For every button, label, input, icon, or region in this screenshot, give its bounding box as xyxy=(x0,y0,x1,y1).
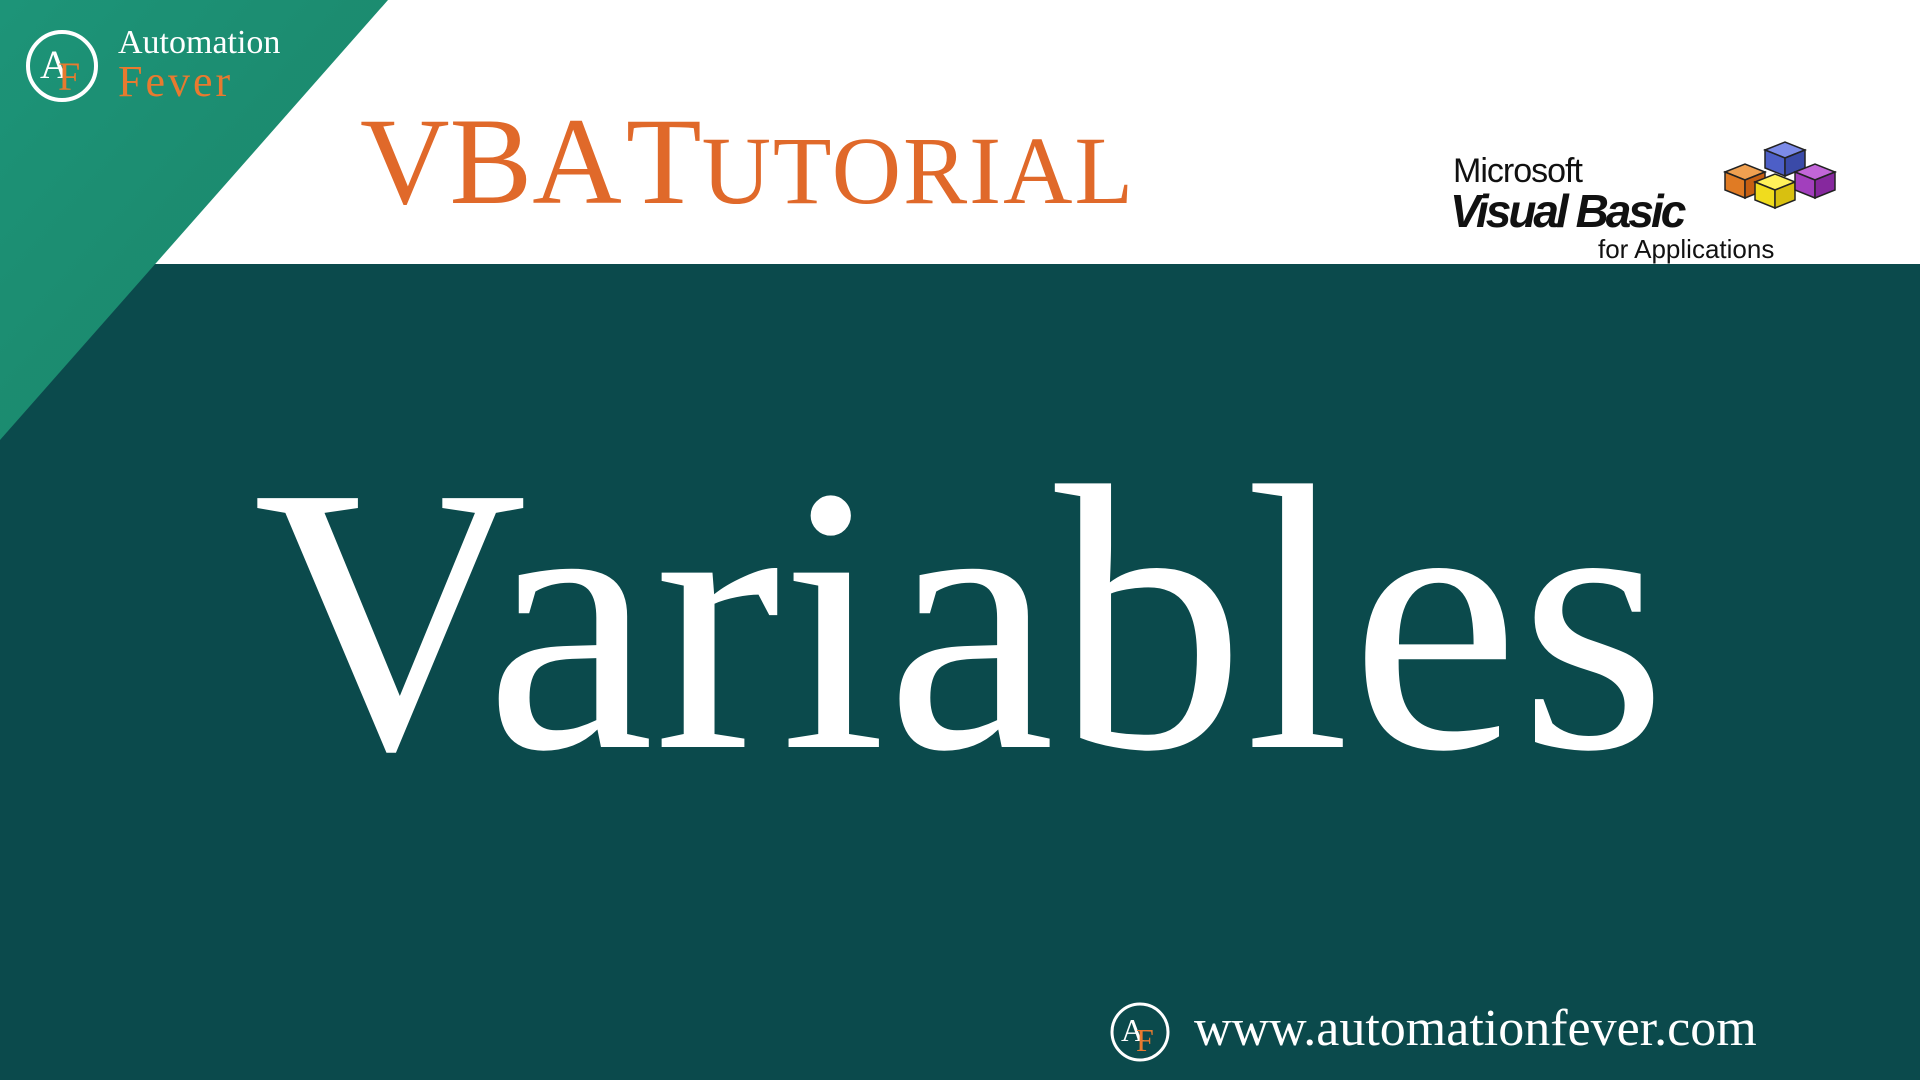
vba-logo-line1: Microsoft xyxy=(1453,152,1583,190)
brand-logo[interactable]: A F Automation Fever xyxy=(22,26,322,106)
brand-name-line1: Automation xyxy=(118,24,281,61)
footer-website[interactable]: A F www.automationfever.com xyxy=(1108,1000,1888,1062)
page-heading: VBA TUTORIAL xyxy=(360,100,1135,240)
website-url[interactable]: www.automationfever.com xyxy=(1194,1000,1757,1057)
svg-text:A: A xyxy=(1121,1012,1144,1048)
cubes-icon xyxy=(1722,141,1838,210)
heading-second-rest: UTORIAL xyxy=(701,117,1136,224)
svg-text:F: F xyxy=(1136,1022,1154,1058)
vba-product-logo: Microsoft Visual Basic for Applications xyxy=(1450,140,1850,264)
heading-first-word: VBA xyxy=(360,93,622,230)
brand-name-line2: Fever xyxy=(118,57,234,106)
svg-text:A: A xyxy=(40,42,69,87)
af-monogram-icon: A F xyxy=(26,30,98,102)
main-title: Variables xyxy=(253,409,1667,830)
heading-second-initial: T xyxy=(625,93,702,230)
vba-logo-line2: Visual Basic xyxy=(1450,185,1686,237)
af-monogram-icon: A F xyxy=(1110,1002,1170,1062)
vba-logo-line3: for Applications xyxy=(1598,234,1775,264)
svg-text:F: F xyxy=(58,54,80,99)
